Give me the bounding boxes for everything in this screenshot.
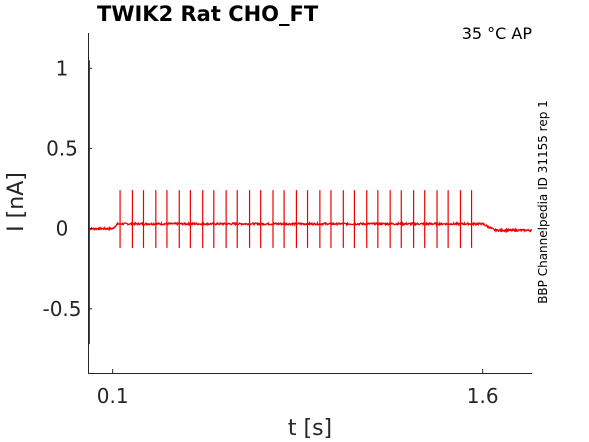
chart-annotation: 35 °C AP [462,24,533,43]
chart-side-label: BBP Channelpedia ID 31155 rep 1 [536,100,550,304]
y-tick-label: 1 [56,56,69,80]
y-axis-ticks: 1 0.5 0 -0.5 [42,56,92,321]
x-tick-label: 1.6 [467,384,499,408]
current-trace [87,220,533,234]
x-tick-label: 0.1 [97,384,129,408]
y-axis-label: I [nA] [4,172,29,232]
y-tick-label: 0 [56,217,69,241]
y-tick-label: -0.5 [42,297,81,321]
chart-title: TWIK2 Rat CHO_FT [97,2,319,26]
y-tick-label: 0.5 [46,136,78,160]
x-axis-ticks: 0.1 1.6 [97,369,499,408]
plot-area [87,60,533,345]
x-axis-label: t [s] [288,416,332,441]
